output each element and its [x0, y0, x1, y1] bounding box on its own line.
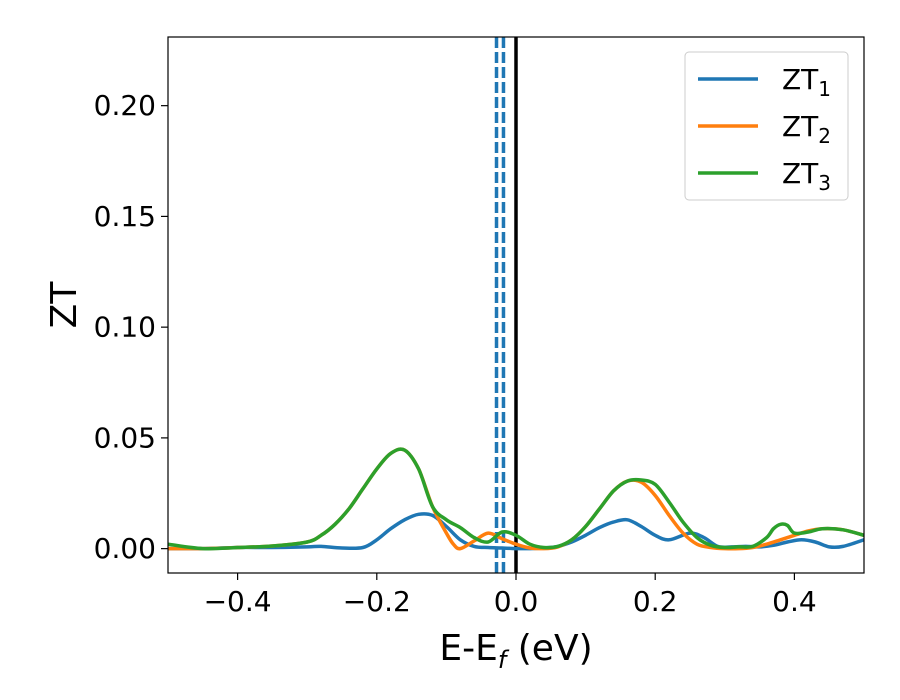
y-tick-label: 0.05 [94, 421, 156, 454]
legend: ZT1 ZT2 ZT3 [684, 51, 849, 201]
x-tick-label: 0.4 [772, 585, 817, 618]
x-tick-label: −0.4 [204, 585, 272, 618]
x-tick-label: 0.2 [633, 585, 678, 618]
legend-label-zt3: ZT3 [782, 157, 831, 195]
legend-label-zt2: ZT2 [782, 110, 831, 148]
legend-label-zt1: ZT1 [782, 63, 831, 101]
axis-ticks: −0.4 −0.2 0.0 0.2 0.4 0.00 0.05 0.10 0.15 0.20 [94, 89, 817, 618]
x-tick-label: 0.0 [494, 585, 539, 618]
legend-box [684, 51, 849, 201]
x-tick-label: −0.2 [343, 585, 411, 618]
x-axis-label-unit: (eV) [506, 628, 592, 669]
series-lines [168, 447, 864, 551]
vertical-reference-lines [494, 37, 518, 573]
y-tick-label: 0.00 [94, 532, 156, 565]
y-tick-label: 0.20 [94, 89, 156, 122]
series-line-zt3 [168, 447, 864, 551]
y-axis-label-text: ZT [44, 281, 85, 329]
x-axis-label-main: E-E [439, 628, 497, 669]
y-tick-label: 0.10 [94, 311, 156, 344]
y-tick-label: 0.15 [94, 200, 156, 233]
x-axis-label: E-Ef (eV) [439, 628, 592, 674]
y-axis-label: ZT [44, 281, 85, 329]
